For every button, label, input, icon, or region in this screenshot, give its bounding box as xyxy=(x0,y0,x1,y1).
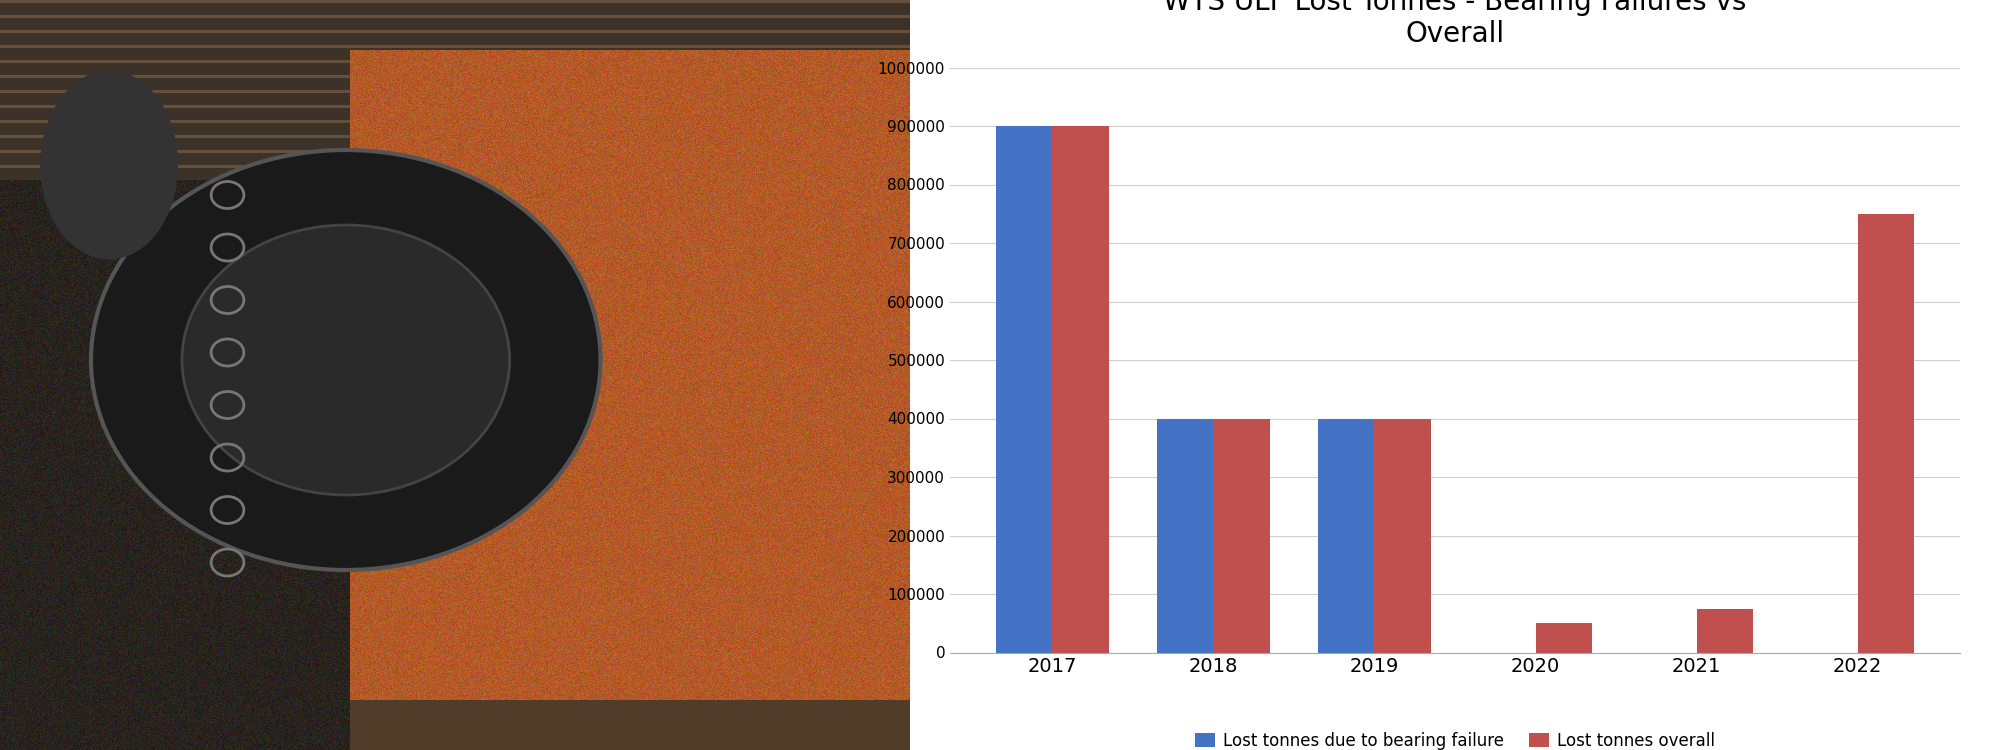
Title: WTS ULF Lost Tonnes - Bearing Failures vs
Overall: WTS ULF Lost Tonnes - Bearing Failures v… xyxy=(1164,0,1746,49)
Circle shape xyxy=(92,150,600,570)
Bar xyxy=(1696,609,1754,652)
Bar xyxy=(1052,126,1108,652)
Circle shape xyxy=(182,225,510,495)
Ellipse shape xyxy=(40,71,178,259)
Bar xyxy=(1214,419,1270,652)
Bar xyxy=(1318,419,1374,652)
Bar xyxy=(1374,419,1430,652)
Legend: Lost tonnes due to bearing failure, Lost tonnes overall: Lost tonnes due to bearing failure, Lost… xyxy=(1188,725,1722,750)
Bar xyxy=(996,126,1052,652)
Bar xyxy=(1536,623,1592,652)
Bar xyxy=(1156,419,1214,652)
Bar xyxy=(1858,214,1914,652)
